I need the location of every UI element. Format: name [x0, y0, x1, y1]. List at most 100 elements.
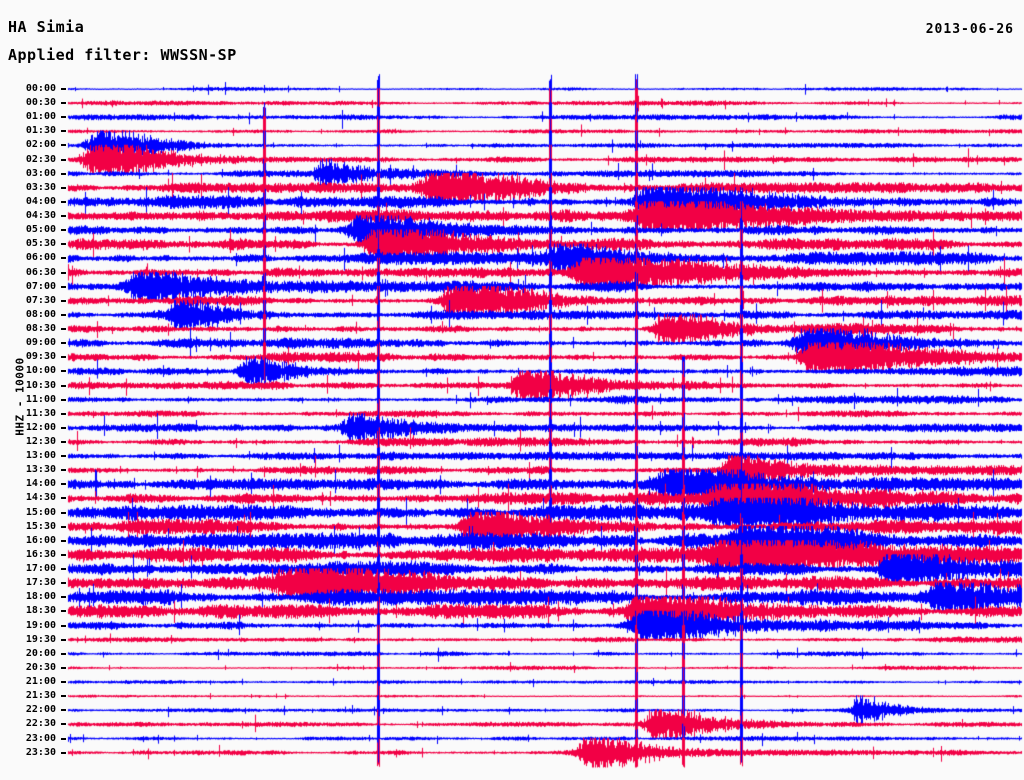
time-tick-label: 13:00	[25, 450, 56, 462]
time-tick-label: 16:00	[25, 534, 56, 546]
time-tick-label: 01:30	[25, 125, 56, 137]
applied-filter-label: Applied filter: WWSSN-SP	[8, 46, 237, 64]
time-tick-label: 17:00	[25, 563, 56, 575]
station-title: HA Simia	[8, 18, 85, 36]
time-tick-label: 23:30	[25, 746, 56, 758]
time-tick-label: 11:30	[25, 407, 56, 419]
time-tick-mark	[61, 723, 66, 726]
time-tick-mark	[61, 271, 66, 274]
time-tick-mark	[61, 243, 66, 246]
time-tick-mark	[61, 285, 66, 288]
time-tick-mark	[61, 582, 66, 585]
time-tick-mark	[61, 751, 66, 754]
time-tick-mark	[61, 342, 66, 345]
time-tick-label: 19:00	[25, 619, 56, 631]
time-tick-label: 22:30	[25, 718, 56, 730]
time-tick-label: 14:00	[25, 478, 56, 490]
time-tick-mark	[61, 596, 66, 599]
time-tick-label: 02:00	[25, 139, 56, 151]
time-tick-label: 21:30	[25, 690, 56, 702]
time-tick-label: 20:00	[25, 647, 56, 659]
time-tick-mark	[61, 200, 66, 203]
time-tick-label: 11:00	[25, 393, 56, 405]
time-tick-mark	[61, 525, 66, 528]
time-tick-label: 05:30	[25, 238, 56, 250]
vertical-axis-label: HHZ - 10000	[13, 357, 27, 436]
time-tick-label: 08:00	[25, 308, 56, 320]
time-tick-mark	[61, 370, 66, 373]
time-tick-label: 06:30	[25, 266, 56, 278]
time-tick-label: 09:00	[25, 337, 56, 349]
time-tick-label: 03:00	[25, 167, 56, 179]
time-tick-label: 04:30	[25, 210, 56, 222]
time-tick-label: 00:00	[25, 83, 56, 94]
time-tick-mark	[61, 88, 66, 90]
time-tick-label: 10:00	[25, 365, 56, 377]
time-tick-label: 07:30	[25, 294, 56, 306]
time-tick-mark	[61, 553, 66, 556]
time-tick-mark	[61, 299, 66, 302]
time-tick-mark	[61, 328, 66, 331]
time-tick-mark	[61, 426, 66, 429]
time-tick-mark	[61, 172, 66, 175]
time-tick-label: 08:30	[25, 323, 56, 335]
time-tick-mark	[61, 130, 66, 133]
time-tick-label: 16:30	[25, 548, 56, 560]
time-tick-label: 20:30	[25, 661, 56, 673]
time-tick-label: 02:30	[25, 153, 56, 165]
time-tick-label: 06:00	[25, 252, 56, 264]
time-tick-label: 00:30	[25, 97, 56, 109]
time-tick-mark	[61, 539, 66, 542]
time-tick-mark	[61, 568, 66, 571]
time-tick-label: 18:00	[25, 591, 56, 603]
time-tick-mark	[61, 158, 66, 161]
time-tick-mark	[61, 511, 66, 514]
time-tick-mark	[61, 483, 66, 486]
time-tick-mark	[61, 356, 66, 359]
time-tick-mark	[61, 102, 66, 105]
time-tick-label: 05:00	[25, 224, 56, 236]
time-tick-mark	[61, 709, 66, 712]
time-tick-mark	[61, 398, 66, 401]
time-tick-label: 17:30	[25, 577, 56, 589]
time-tick-label: 12:30	[25, 436, 56, 447]
time-tick-label: 04:00	[25, 195, 56, 207]
time-tick-label: 19:30	[25, 633, 56, 645]
time-tick-mark	[61, 257, 66, 260]
time-tick-mark	[61, 215, 66, 218]
time-tick-label: 21:00	[25, 676, 56, 688]
time-tick-mark	[61, 186, 66, 189]
time-tick-mark	[61, 497, 66, 500]
time-tick-mark	[61, 441, 66, 443]
time-tick-label: 07:00	[25, 280, 56, 292]
time-tick-mark	[61, 610, 66, 613]
time-tick-mark	[61, 681, 66, 684]
time-tick-mark	[61, 229, 66, 232]
time-tick-label: 14:30	[25, 492, 56, 504]
time-tick-mark	[61, 116, 66, 119]
time-tick-label: 13:30	[25, 464, 56, 476]
time-tick-mark	[61, 652, 66, 655]
time-tick-label: 01:00	[25, 111, 56, 123]
time-tick-label: 18:30	[25, 605, 56, 617]
time-tick-mark	[61, 313, 66, 316]
time-tick-mark	[61, 144, 66, 147]
time-tick-label: 23:00	[25, 732, 56, 744]
time-tick-label: 15:00	[25, 506, 56, 518]
time-tick-label: 22:00	[25, 704, 56, 716]
time-tick-label: 10:30	[25, 379, 56, 391]
time-tick-mark	[61, 624, 66, 627]
time-tick-label: 15:30	[25, 520, 56, 532]
time-tick-mark	[61, 384, 66, 387]
time-tick-mark	[61, 666, 66, 669]
time-tick-mark	[61, 412, 66, 415]
time-tick-label: 03:30	[25, 181, 56, 193]
time-tick-mark	[61, 469, 66, 472]
time-tick-mark	[61, 638, 66, 641]
time-tick-mark	[61, 455, 66, 458]
time-tick-mark	[61, 737, 66, 740]
date-label: 2013-06-26	[925, 22, 1014, 37]
time-tick-label: 09:30	[25, 351, 56, 363]
